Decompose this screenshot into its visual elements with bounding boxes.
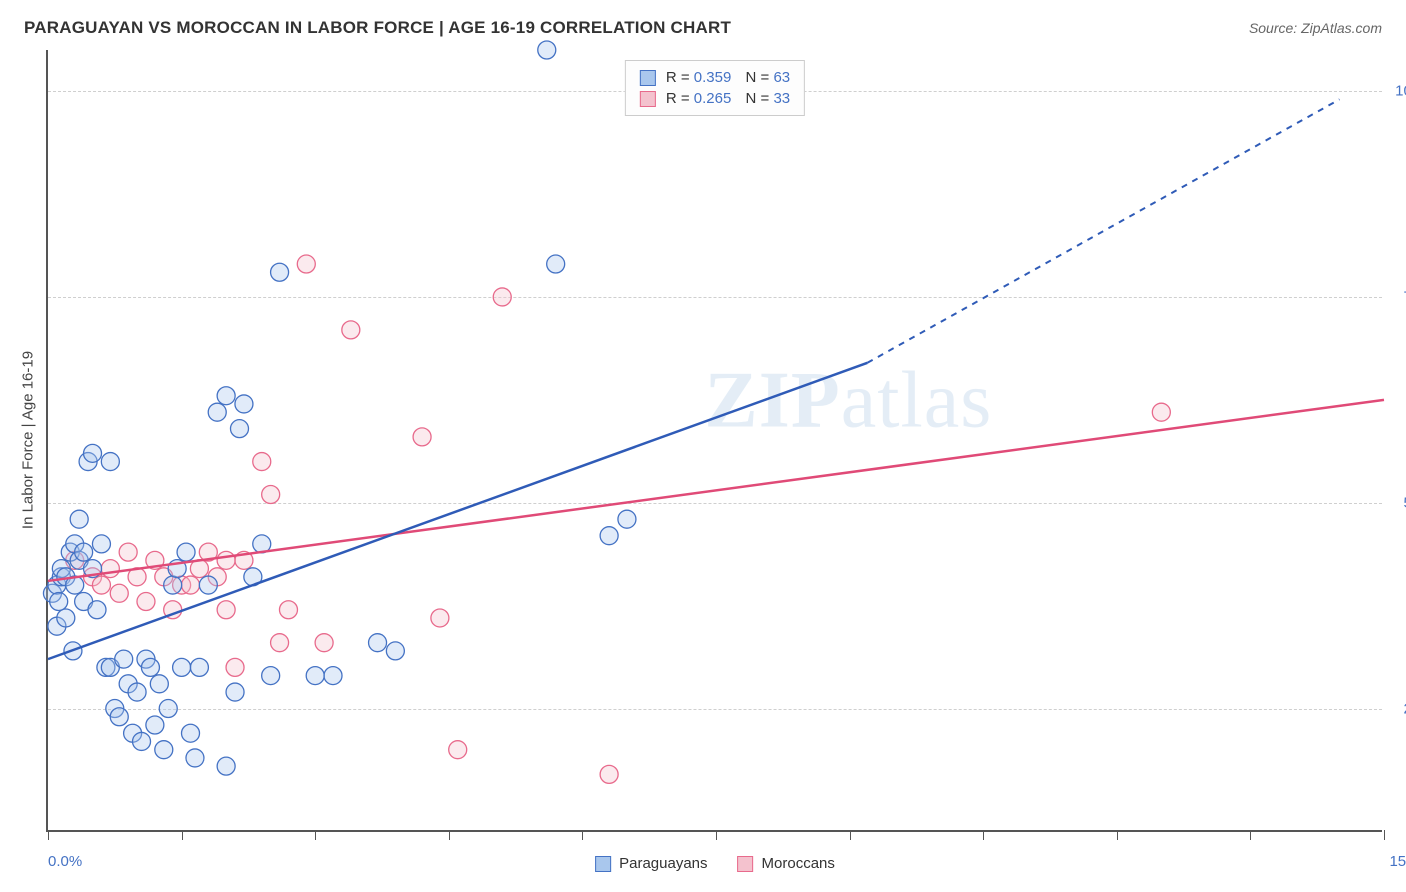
swatch-icon xyxy=(640,70,656,86)
data-point xyxy=(115,650,133,668)
data-point xyxy=(226,683,244,701)
data-point xyxy=(208,403,226,421)
x-tick xyxy=(315,830,316,840)
data-point xyxy=(413,428,431,446)
x-tick xyxy=(449,830,450,840)
data-point xyxy=(101,453,119,471)
source-label: Source: ZipAtlas.com xyxy=(1249,20,1382,36)
data-point xyxy=(386,642,404,660)
data-point xyxy=(155,741,173,759)
data-point xyxy=(164,576,182,594)
data-point xyxy=(538,41,556,59)
data-point xyxy=(84,444,102,462)
chart-frame: In Labor Force | Age 16-19 ZIPatlas 100.… xyxy=(46,50,1382,832)
trend-line xyxy=(867,99,1339,362)
y-tick-label: 100.0% xyxy=(1386,83,1406,100)
data-point xyxy=(110,708,128,726)
data-point xyxy=(493,288,511,306)
x-tick xyxy=(1250,830,1251,840)
trend-line xyxy=(48,363,867,659)
data-point xyxy=(297,255,315,273)
data-point xyxy=(92,576,110,594)
y-tick-label: 75.0% xyxy=(1386,288,1406,305)
data-point xyxy=(324,667,342,685)
data-point xyxy=(182,576,200,594)
x-tick xyxy=(582,830,583,840)
data-point xyxy=(618,510,636,528)
data-point xyxy=(137,593,155,611)
data-point xyxy=(50,593,68,611)
data-point xyxy=(369,634,387,652)
data-point xyxy=(230,420,248,438)
data-point xyxy=(173,658,191,676)
data-point xyxy=(177,543,195,561)
data-point xyxy=(88,601,106,619)
stats-row-paraguayans: R = 0.359 N = 63 xyxy=(640,67,790,88)
chart-title: PARAGUAYAN VS MOROCCAN IN LABOR FORCE | … xyxy=(24,18,731,38)
data-point xyxy=(133,732,151,750)
y-tick-label: 50.0% xyxy=(1386,494,1406,511)
x-tick xyxy=(182,830,183,840)
data-point xyxy=(199,576,217,594)
swatch-icon xyxy=(595,856,611,872)
x-tick xyxy=(850,830,851,840)
swatch-icon xyxy=(640,91,656,107)
data-point xyxy=(235,395,253,413)
data-point xyxy=(70,510,88,528)
data-point xyxy=(128,683,146,701)
data-point xyxy=(141,658,159,676)
data-point xyxy=(182,724,200,742)
data-point xyxy=(190,658,208,676)
data-point xyxy=(449,741,467,759)
series-legend: Paraguayans Moroccans xyxy=(595,855,835,872)
data-point xyxy=(342,321,360,339)
y-tick-label: 25.0% xyxy=(1386,700,1406,717)
data-point xyxy=(217,601,235,619)
swatch-icon xyxy=(738,856,754,872)
stats-legend: R = 0.359 N = 63 R = 0.265 N = 33 xyxy=(625,60,805,116)
stats-row-moroccans: R = 0.265 N = 33 xyxy=(640,88,790,109)
data-point xyxy=(547,255,565,273)
data-point xyxy=(217,551,235,569)
x-axis-max-label: 15.0% xyxy=(1389,853,1406,870)
data-point xyxy=(306,667,324,685)
data-point xyxy=(600,527,618,545)
data-point xyxy=(431,609,449,627)
data-point xyxy=(226,658,244,676)
data-point xyxy=(146,716,164,734)
data-point xyxy=(315,634,333,652)
legend-item-moroccans: Moroccans xyxy=(738,855,835,872)
data-point xyxy=(271,634,289,652)
data-point xyxy=(92,535,110,553)
data-point xyxy=(271,263,289,281)
data-point xyxy=(217,387,235,405)
data-point xyxy=(159,700,177,718)
data-point xyxy=(279,601,297,619)
data-point xyxy=(253,453,271,471)
data-point xyxy=(110,584,128,602)
x-tick xyxy=(1384,830,1385,840)
data-point xyxy=(1152,403,1170,421)
x-axis-min-label: 0.0% xyxy=(48,853,82,870)
x-tick xyxy=(1117,830,1118,840)
scatter-plot xyxy=(48,50,1382,830)
x-tick xyxy=(716,830,717,840)
data-point xyxy=(150,675,168,693)
x-tick xyxy=(48,830,49,840)
x-tick xyxy=(983,830,984,840)
data-point xyxy=(101,560,119,578)
data-point xyxy=(119,543,137,561)
y-axis-label: In Labor Force | Age 16-19 xyxy=(20,351,37,529)
data-point xyxy=(217,757,235,775)
legend-item-paraguayans: Paraguayans xyxy=(595,855,707,872)
data-point xyxy=(186,749,204,767)
data-point xyxy=(75,543,93,561)
data-point xyxy=(57,609,75,627)
data-point xyxy=(262,486,280,504)
data-point xyxy=(600,765,618,783)
data-point xyxy=(262,667,280,685)
